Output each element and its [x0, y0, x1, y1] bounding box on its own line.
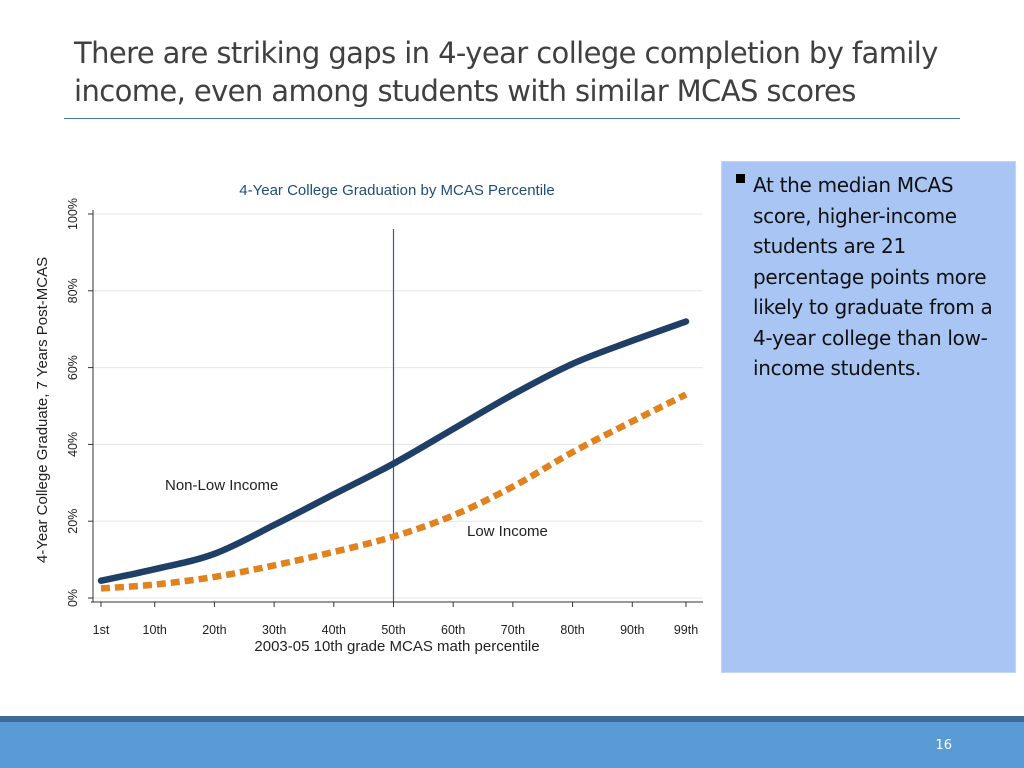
square-bullet-icon [736, 174, 745, 183]
x-tick-label: 50th [381, 623, 405, 637]
x-tick-label: 99th [674, 623, 698, 637]
callout-box: At the median MCAS score, higher-income … [721, 161, 1016, 673]
x-tick-label: 70th [501, 623, 525, 637]
y-tick-label: 60% [66, 355, 80, 380]
y-tick-label: 0% [66, 589, 80, 607]
x-tick-label: 80th [560, 623, 584, 637]
x-tick-label: 90th [620, 623, 644, 637]
chart-title: 4-Year College Graduation by MCAS Percen… [239, 182, 554, 199]
footer-accent-stripe [0, 716, 1024, 722]
series-label-non-low-income: Non-Low Income [165, 477, 278, 494]
x-axis-label: 2003-05 10th grade MCAS math percentile [254, 638, 539, 655]
slide-title: There are striking gaps in 4-year colleg… [74, 34, 954, 110]
series-line-non-low-income [97, 318, 690, 584]
series-label-low-income: Low Income [467, 523, 548, 540]
x-tick-label: 60th [441, 623, 465, 637]
y-tick-label: 80% [66, 278, 80, 303]
chart-area: 0% 20% 40% 60% 80% 100% 1st 10th 20th 30th 40th 50t… [30, 170, 720, 670]
graduation-line-chart: 0% 20% 40% 60% 80% 100% 1st 10th 20th 30th 40th 50t… [34, 182, 703, 655]
footer-band [0, 722, 1024, 768]
slide-title-line-2: income, even among students with similar… [74, 74, 856, 108]
x-tick-label: 10th [143, 623, 167, 637]
x-tick-label: 40th [322, 623, 346, 637]
x-tick-label: 30th [262, 623, 286, 637]
y-axis-label: 4-Year College Graduate, 7 Years Post-MC… [34, 257, 51, 563]
title-divider [64, 118, 960, 119]
slide-title-line-1: There are striking gaps in 4-year colleg… [74, 36, 938, 70]
series-line-low-income [100, 391, 688, 592]
y-tick-label: 100% [66, 198, 80, 230]
y-tick-label: 20% [66, 509, 80, 534]
page-number: 16 [935, 738, 952, 753]
x-tick-label: 1st [93, 623, 110, 637]
x-tick-label: 20th [202, 623, 226, 637]
y-tick-label: 40% [66, 432, 80, 457]
callout-text: At the median MCAS score, higher-income … [753, 173, 993, 380]
